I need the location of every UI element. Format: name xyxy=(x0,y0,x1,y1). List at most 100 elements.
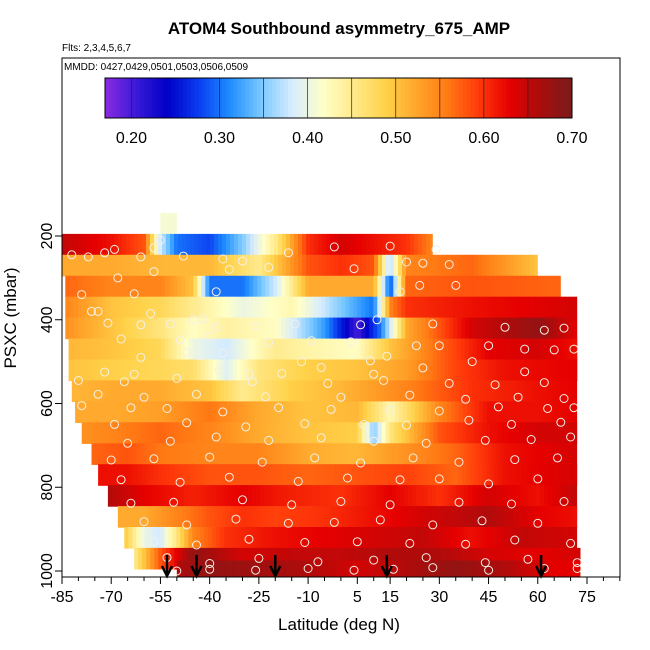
heatmap-cell xyxy=(317,506,323,528)
heatmap-cell xyxy=(508,527,513,549)
heatmap-cell xyxy=(240,527,245,549)
heatmap-cell xyxy=(225,296,230,319)
heatmap-cell xyxy=(432,527,437,549)
heatmap-cell xyxy=(253,422,259,444)
heatmap-cell xyxy=(547,380,553,402)
heatmap-cell xyxy=(238,233,243,256)
heatmap-cell xyxy=(311,485,317,507)
heatmap-cell xyxy=(289,317,294,340)
heatmap-cell xyxy=(239,380,245,402)
heatmap-cell xyxy=(297,296,302,319)
heatmap-cell xyxy=(327,443,333,465)
heatmap-cell xyxy=(526,464,531,486)
heatmap-cell xyxy=(443,443,449,465)
heatmap-cell xyxy=(220,560,226,577)
heatmap-cell xyxy=(379,401,384,423)
heatmap-cell xyxy=(138,547,143,570)
sample-point xyxy=(136,320,146,330)
heatmap-cell xyxy=(217,506,223,528)
heatmap-cell xyxy=(194,254,199,277)
heatmap-cell xyxy=(253,296,258,319)
sample-point xyxy=(356,320,366,330)
heatmap-cell xyxy=(159,380,165,402)
heatmap-cell xyxy=(513,506,519,528)
heatmap-cell xyxy=(513,275,518,298)
heatmap-cell xyxy=(324,338,330,361)
heatmap-cell xyxy=(249,422,255,444)
heatmap-cell xyxy=(148,359,154,382)
heatmap-cell xyxy=(490,547,495,570)
heatmap-cell xyxy=(116,359,122,382)
heatmap-cell xyxy=(273,422,279,444)
heatmap-cell xyxy=(529,506,535,528)
heatmap-cell xyxy=(305,506,311,528)
heatmap-cell xyxy=(575,485,578,507)
heatmap-cell xyxy=(532,338,538,361)
heatmap-cell xyxy=(220,359,226,382)
heatmap-cell xyxy=(405,506,411,528)
heatmap-cell xyxy=(115,485,121,507)
heatmap-cell xyxy=(521,317,526,340)
heatmap-cell xyxy=(528,527,533,549)
heatmap-cell xyxy=(126,464,131,486)
heatmap-cell xyxy=(204,338,210,361)
heatmap-cell xyxy=(233,275,238,298)
heatmap-cell xyxy=(379,443,385,465)
colorbar-segment xyxy=(357,78,363,118)
heatmap-cell xyxy=(182,464,187,486)
colorbar-segment xyxy=(342,78,347,118)
heatmap-cell xyxy=(572,359,578,382)
heatmap-cell xyxy=(340,560,346,577)
heatmap-cell xyxy=(574,464,578,486)
heatmap-cell xyxy=(452,527,457,549)
sample-point xyxy=(73,376,83,385)
heatmap-cell xyxy=(317,296,322,319)
heatmap-cell xyxy=(117,506,123,528)
heatmap-cell xyxy=(179,443,185,465)
heatmap-cell xyxy=(368,527,373,549)
heatmap-cell xyxy=(89,317,94,340)
sample-point xyxy=(290,319,300,329)
colorbar-segment xyxy=(175,78,180,118)
heatmap-cell xyxy=(389,422,395,444)
heatmap-cell xyxy=(212,560,218,577)
sample-point xyxy=(480,558,490,568)
heatmap-cell xyxy=(348,359,354,382)
heatmap-cell xyxy=(269,275,274,298)
heatmap-cell xyxy=(445,506,451,528)
heatmap-cell xyxy=(124,338,130,361)
sample-point xyxy=(539,378,549,388)
heatmap-cell xyxy=(283,443,289,465)
heatmap-cell xyxy=(316,338,322,361)
heatmap-cell xyxy=(243,443,249,465)
heatmap-cell xyxy=(301,275,306,298)
sample-point xyxy=(510,455,520,465)
heatmap-cell xyxy=(235,443,241,465)
heatmap-cell xyxy=(212,527,217,549)
heatmap-cell xyxy=(293,296,298,319)
heatmap-cell xyxy=(398,233,403,256)
heatmap-cell xyxy=(222,254,227,277)
heatmap-cell xyxy=(86,233,91,256)
heatmap-cell xyxy=(197,422,203,444)
heatmap-cell xyxy=(298,547,303,570)
heatmap-cell xyxy=(501,422,507,444)
flight-arrow xyxy=(380,555,393,579)
heatmap-cell xyxy=(319,443,325,465)
heatmap-cell xyxy=(237,296,242,319)
heatmap-cell xyxy=(367,401,372,423)
heatmap-cell xyxy=(180,527,185,549)
heatmap-cell xyxy=(383,485,389,507)
heatmap-cell xyxy=(291,380,297,402)
colorbar-segment xyxy=(389,78,394,118)
heatmap-cell xyxy=(561,296,566,319)
colorbar-segment xyxy=(303,78,308,118)
heatmap-cell xyxy=(456,359,462,382)
heatmap-cell xyxy=(521,506,527,528)
heatmap-cell xyxy=(181,422,187,444)
heatmap-cell xyxy=(125,296,130,319)
flights-subtitle: Flts: 2,3,4,5,6,7 xyxy=(62,43,131,54)
heatmap-cell xyxy=(307,380,313,402)
sample-point xyxy=(149,243,159,253)
heatmap-cell xyxy=(378,254,383,277)
